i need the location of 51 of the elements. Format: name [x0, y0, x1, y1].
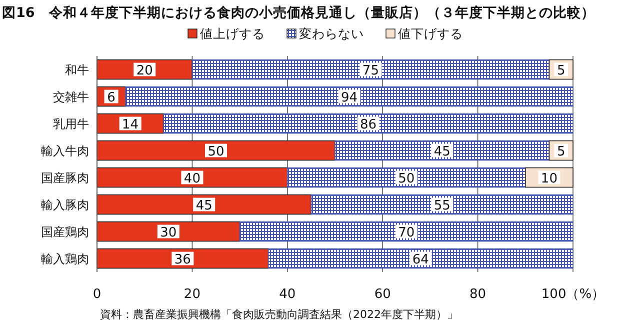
data-label: 75	[362, 64, 379, 78]
data-label: 5	[556, 144, 566, 160]
data-label: 6	[107, 90, 116, 106]
data-label: 40	[184, 172, 200, 186]
data-label: 10	[540, 172, 558, 186]
chart-title: 図16 令和４年度下半期における食肉の小売価格見通し（量販店）（３年度下半期との比較）	[2, 4, 595, 21]
y-tick-label: 輸入鶏肉	[41, 252, 89, 266]
bar	[163, 113, 574, 134]
y-tick-label: 乳用牛	[53, 117, 89, 131]
bar	[96, 248, 269, 269]
bar	[96, 194, 312, 215]
bar	[96, 221, 240, 242]
data-label: 94	[341, 90, 358, 106]
data-label: 64	[412, 252, 429, 268]
data-label: 70	[398, 226, 415, 240]
data-label: 14	[122, 118, 139, 132]
data-label: 20	[136, 64, 153, 78]
y-tick-label: 輸入豚肉	[41, 198, 89, 212]
data-label: 50	[398, 172, 415, 186]
data-label: 5	[556, 64, 566, 78]
bar	[96, 167, 288, 188]
bar	[334, 140, 550, 161]
data-label: 45	[196, 198, 212, 214]
bar	[192, 59, 550, 80]
bar	[287, 167, 526, 188]
bar	[239, 221, 574, 242]
x-tick-label: 20	[184, 287, 200, 302]
data-label: 55	[434, 198, 450, 214]
bar	[125, 86, 574, 107]
data-label: 86	[360, 118, 377, 132]
x-tick-label: 100（%）	[541, 287, 605, 302]
y-tick-label: 国産豚肉	[41, 171, 89, 185]
legend-label: 値上げする	[200, 26, 265, 41]
data-label: 36	[174, 252, 191, 268]
x-tick-label: 0	[92, 287, 102, 302]
y-tick-label: 和牛	[65, 63, 89, 77]
legend-label: 変わらない	[299, 26, 364, 41]
y-tick-label: 交雑牛	[53, 90, 89, 104]
bar	[268, 248, 574, 269]
data-label: 45	[434, 144, 450, 160]
x-tick-label: 40	[279, 287, 296, 302]
bar	[310, 194, 574, 215]
x-tick-label: 60	[374, 287, 391, 302]
data-label: 50	[208, 144, 224, 160]
y-tick-label: 国産鶏肉	[41, 225, 89, 239]
y-tick-label: 輸入牛肉	[41, 144, 89, 158]
x-tick-label: 80	[470, 287, 486, 302]
legend-label: 値下げする	[398, 26, 463, 41]
data-label: 30	[160, 226, 177, 240]
bar	[96, 140, 336, 161]
text: 資料：農畜産業振興機構「食肉販売動向調査結果（2022年度下半期）」	[100, 308, 458, 321]
